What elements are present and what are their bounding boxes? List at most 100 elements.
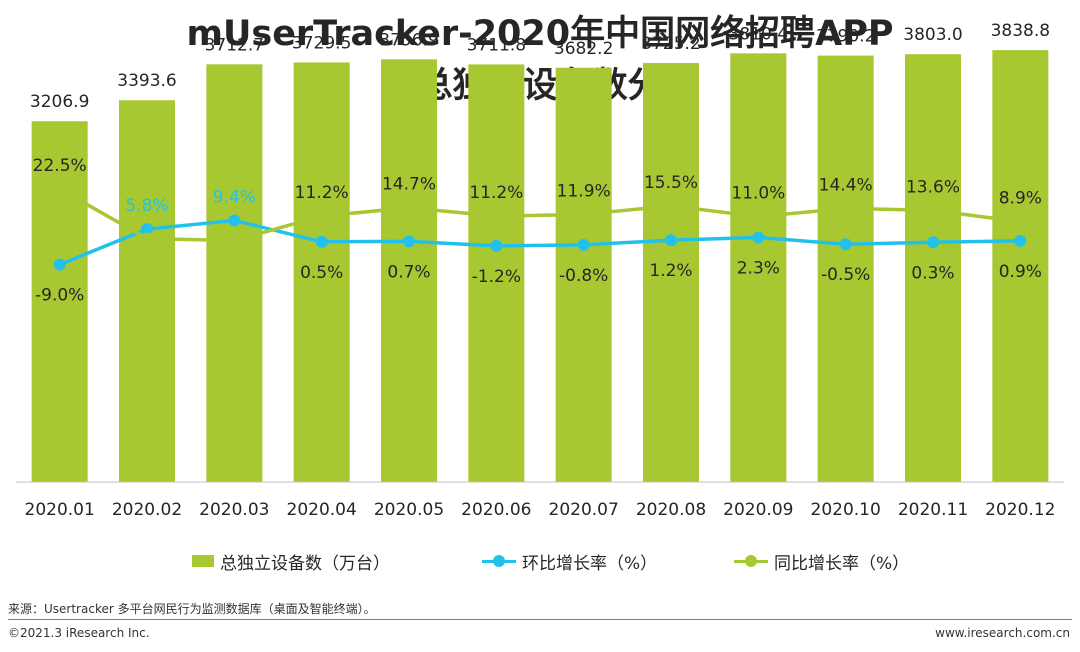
yoy-point-2020.05 — [403, 201, 415, 214]
mom-label-2020.01: -9.0% — [35, 286, 84, 306]
mom-label-2020.07: -0.8% — [559, 266, 608, 286]
x-tick-label-2020.06: 2020.06 — [461, 500, 531, 520]
yoy-point-2020.09 — [752, 210, 765, 223]
yoy-label-2020.09: 11.0% — [731, 184, 785, 204]
mom-point-2020.10 — [839, 238, 852, 251]
bar-2020.11 — [905, 54, 961, 482]
bar-2020.06 — [468, 64, 525, 483]
legend-item-total-devices: 总独立设备数（万台） — [192, 548, 390, 574]
chart-title-line-1: mUserTracker-2020年中国网络招聘APP — [186, 14, 894, 54]
mom-label-2020.10: -0.5% — [821, 265, 870, 285]
x-tick-label-2020.07: 2020.07 — [549, 500, 619, 520]
bar-value-label-2020.06: 3711.8 — [467, 35, 526, 55]
yoy-label-2020.10: 14.4% — [819, 175, 873, 195]
yoy-label-2020.07: 11.9% — [557, 181, 611, 201]
mom-point-2020.05 — [403, 235, 415, 248]
mom-label-2020.04: 0.5% — [300, 263, 343, 283]
mom-label-2020.11: 0.3% — [911, 263, 954, 283]
yoy-label-2020.04: 11.2% — [295, 183, 349, 203]
mom-label-2020.08: 1.2% — [649, 261, 692, 281]
mom-label-2020.09: 2.3% — [737, 258, 780, 278]
mom-point-2020.06 — [490, 239, 503, 252]
x-tick-label-2020.11: 2020.11 — [898, 500, 968, 520]
bar-value-label-2020.03: 3712.7 — [205, 35, 264, 55]
bar-2020.10 — [817, 55, 874, 482]
mom-line — [59, 218, 1021, 267]
line-series: -9.0% 5.8% 9.4% 0.5% 0.7% -1.2% -0.8% 1.2% 2.3% -… — [33, 156, 1042, 306]
bar-value-label-2020.10: 3790.2 — [816, 27, 875, 47]
x-tick-label-2020.02: 2020.02 — [112, 500, 182, 520]
yoy-line — [58, 187, 1021, 243]
legend-bar-swatch — [192, 555, 214, 567]
yoy-label-2020.01: 22.5% — [33, 156, 87, 176]
yoy-label-2020.08: 15.5% — [644, 173, 698, 193]
chart-area: 3206.9 3393.6 3712.7 3729.5 3756.9 3711.8 3682… — [16, 21, 1064, 520]
footer-divider — [8, 619, 1072, 620]
bar-2020.01 — [31, 121, 88, 482]
legend-label-total-devices: 总独立设备数（万台） — [220, 553, 390, 574]
bar-2020.09 — [730, 53, 787, 483]
yoy-point-2020.04 — [315, 210, 328, 223]
bar-series: 3206.9 3393.6 3712.7 3729.5 3756.9 3711.8 3682… — [30, 21, 1050, 483]
x-axis-labels: 2020.01 2020.02 2020.03 2020.04 2020.05 2020.… — [25, 500, 1056, 520]
yoy-label-2020.12: 8.9% — [999, 189, 1042, 209]
website-text: www.iresearch.com.cn — [935, 626, 1070, 640]
x-tick-label-2020.01: 2020.01 — [25, 500, 95, 520]
yoy-point-2020.10 — [839, 202, 852, 215]
legend-item-mom: 环比增长率（%） — [482, 548, 657, 574]
legend-label-yoy: 同比增长率（%） — [774, 553, 910, 574]
bar-2020.05 — [381, 59, 437, 482]
bar-value-label-2020.04: 3729.5 — [292, 33, 351, 53]
mom-label-2020.06: -1.2% — [472, 267, 521, 287]
bar-value-label-2020.01: 3206.9 — [30, 92, 89, 112]
x-tick-label-2020.10: 2020.10 — [811, 500, 881, 520]
mom-point-2020.02 — [141, 223, 153, 236]
legend-line-swatch-yoy — [734, 554, 768, 568]
bar-2020.08 — [643, 62, 699, 482]
mom-point-2020.03 — [228, 214, 241, 227]
mom-point-2020.01 — [53, 258, 66, 271]
bar-value-label-2020.12: 3838.8 — [991, 21, 1050, 41]
yoy-point-2020.08 — [665, 199, 677, 212]
bar-value-label-2020.11: 3803.0 — [903, 25, 962, 45]
yoy-point-2020.03 — [228, 234, 241, 247]
yoy-label-2020.03: 1.0% — [213, 262, 256, 282]
yoy-label-2020.06: 11.2% — [469, 183, 523, 203]
bar-value-label-2020.08: 3725.2 — [641, 34, 700, 54]
copyright-text: ©2021.3 iResearch Inc. — [8, 626, 150, 640]
mom-label-2020.12: 0.9% — [999, 262, 1042, 282]
bar-2020.03 — [206, 64, 263, 482]
yoy-label-2020.02: 1.9% — [125, 259, 168, 279]
bar-value-label-2020.05: 3756.9 — [379, 30, 438, 50]
yoy-point-2020.07 — [577, 208, 590, 221]
bar-2020.02 — [119, 100, 175, 482]
yoy-point-2020.01 — [53, 183, 66, 195]
bar-2020.04 — [293, 62, 350, 483]
bar-2020.07 — [555, 67, 612, 482]
legend-label-mom: 环比增长率（%） — [522, 553, 658, 574]
mom-point-2020.08 — [665, 234, 677, 247]
source-note: 来源：Usertracker 多平台网民行为监测数据库（桌面及智能终端）。 — [8, 602, 376, 616]
yoy-label-2020.05: 14.7% — [382, 175, 436, 195]
legend-item-yoy: 同比增长率（%） — [734, 548, 909, 574]
yoy-point-2020.06 — [490, 210, 503, 223]
x-tick-label-2020.09: 2020.09 — [723, 500, 793, 520]
mom-label-2020.05: 0.7% — [387, 262, 430, 282]
mom-point-2020.11 — [927, 236, 939, 249]
mom-point-2020.04 — [315, 235, 328, 248]
yoy-point-2020.02 — [141, 232, 153, 245]
bar-value-label-2020.02: 3393.6 — [117, 71, 176, 91]
x-tick-label-2020.04: 2020.04 — [287, 500, 357, 520]
mom-point-2020.07 — [577, 238, 590, 251]
x-tick-label-2020.05: 2020.05 — [374, 500, 444, 520]
bar-value-label-2020.09: 3810.4 — [729, 24, 788, 44]
mom-label-2020.02: 5.8% — [125, 196, 168, 216]
legend-line-swatch-mom — [482, 554, 516, 568]
mom-label-2020.03: 9.4% — [213, 187, 256, 207]
x-tick-label-2020.12: 2020.12 — [985, 500, 1055, 520]
mom-point-2020.09 — [752, 231, 765, 244]
yoy-point-2020.12 — [1014, 215, 1027, 228]
bar-2020.12 — [992, 50, 1049, 482]
x-tick-label-2020.08: 2020.08 — [636, 500, 706, 520]
x-tick-label-2020.03: 2020.03 — [199, 500, 269, 520]
